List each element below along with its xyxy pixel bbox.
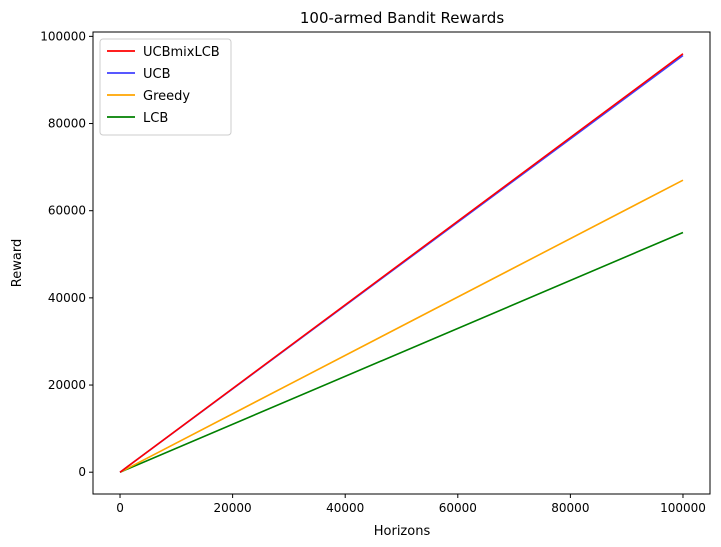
x-axis-label: Horizons xyxy=(374,524,431,539)
y-axis-label: Reward xyxy=(10,239,25,287)
x-axis-ticks: 0 20000 40000 60000 80000 100000 xyxy=(116,494,706,515)
legend-label-greedy: Greedy xyxy=(143,89,190,104)
y-tick-label: 40000 xyxy=(48,291,86,305)
y-tick-label: 20000 xyxy=(48,378,86,392)
series-line-ucbmixlcb xyxy=(119,53,684,473)
y-tick-label: 0 xyxy=(78,465,86,479)
x-tick-label: 100000 xyxy=(660,501,706,515)
y-tick-label: 60000 xyxy=(48,204,86,218)
chart-title: 100-armed Bandit Rewards xyxy=(300,9,504,27)
y-axis-ticks: 0 20000 40000 60000 80000 100000 xyxy=(40,29,93,479)
y-tick-label: 80000 xyxy=(48,117,86,131)
x-tick-label: 0 xyxy=(116,501,124,515)
x-tick-label: 40000 xyxy=(326,501,364,515)
series-line-lcb xyxy=(119,231,684,473)
legend-label-lcb: LCB xyxy=(143,111,168,126)
x-tick-label: 60000 xyxy=(439,501,477,515)
legend-box xyxy=(99,38,232,136)
plot-frame xyxy=(92,31,711,495)
x-tick-label: 80000 xyxy=(551,501,589,515)
y-tick-label: 100000 xyxy=(40,29,86,43)
plot-lines xyxy=(119,53,684,473)
legend-label-ucb: UCB xyxy=(143,67,171,82)
series-line-greedy xyxy=(119,179,684,473)
legend-label-ucbmixlcb: UCBmixLCB xyxy=(143,45,220,60)
legend: UCBmixLCB UCB Greedy LCB xyxy=(99,38,232,136)
x-tick-label: 20000 xyxy=(214,501,252,515)
